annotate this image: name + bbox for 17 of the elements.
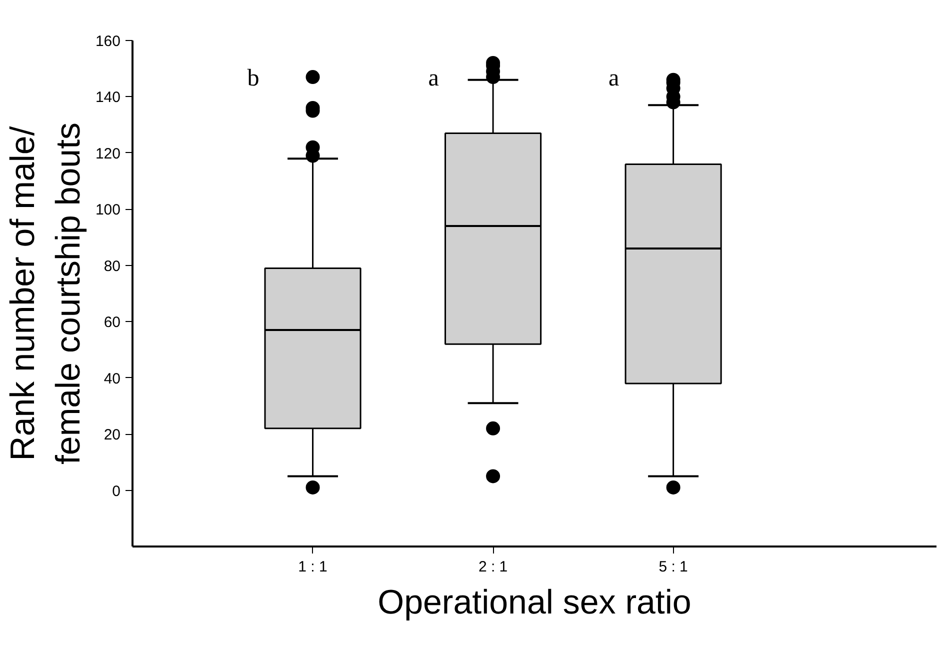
y-tick-label: 40 bbox=[104, 370, 121, 388]
y-tick-label: 60 bbox=[104, 314, 121, 332]
x-tick-label: 2 : 1 bbox=[478, 558, 508, 576]
y-tick-label: 160 bbox=[95, 33, 121, 50]
x-tick-label: 1 : 1 bbox=[298, 558, 328, 576]
y-tick-label: 120 bbox=[95, 145, 121, 162]
annotation: b bbox=[247, 65, 260, 92]
y-tick-label: 0 bbox=[112, 482, 120, 500]
y-tick-label: 100 bbox=[95, 202, 121, 219]
y-tick-label: 20 bbox=[104, 426, 121, 444]
x-tick-label: 5 : 1 bbox=[658, 558, 688, 576]
annotation: a bbox=[608, 65, 620, 92]
y-tick-label: 140 bbox=[95, 89, 121, 106]
x-axis-title: Operational sex ratio bbox=[378, 584, 692, 622]
y-tick-label: 80 bbox=[104, 258, 121, 275]
y-axis-title: Rank number of male/ female courtship bouts bbox=[4, 122, 88, 465]
annotation: a bbox=[428, 65, 440, 92]
